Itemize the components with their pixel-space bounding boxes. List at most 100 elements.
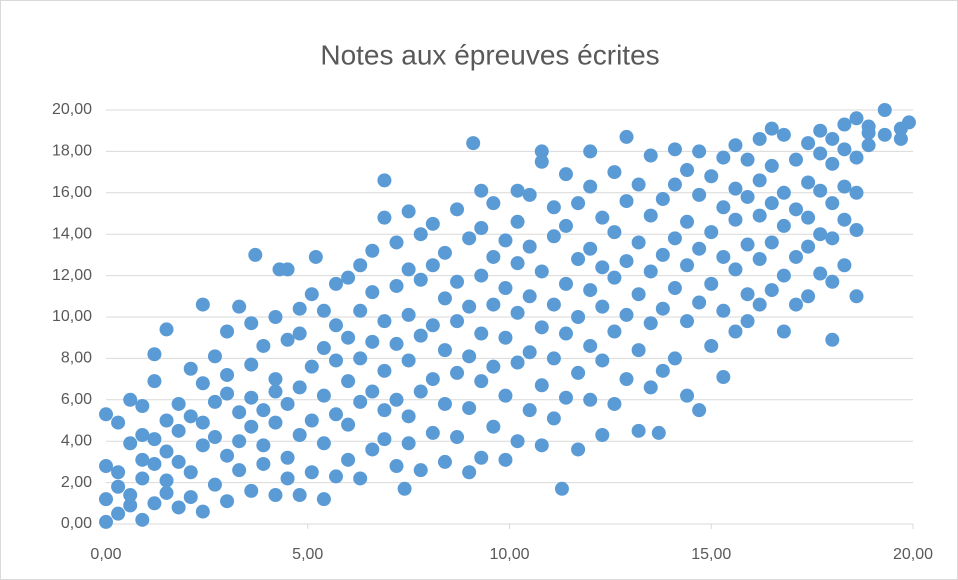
- point: [510, 214, 525, 229]
- point: [619, 372, 634, 387]
- point: [788, 202, 803, 217]
- point: [183, 361, 198, 376]
- x-tick-label: 5,00: [292, 546, 323, 563]
- point: [716, 150, 731, 165]
- point: [510, 183, 525, 198]
- point: [522, 239, 537, 254]
- point: [776, 218, 791, 233]
- point: [413, 463, 428, 478]
- point: [571, 365, 586, 380]
- point: [813, 227, 828, 242]
- point: [680, 314, 695, 329]
- point: [401, 436, 416, 451]
- point: [740, 314, 755, 329]
- point: [692, 144, 707, 159]
- point: [268, 384, 283, 399]
- point: [680, 388, 695, 403]
- point: [268, 310, 283, 324]
- point: [486, 359, 501, 374]
- point: [377, 363, 392, 378]
- point: [776, 268, 791, 283]
- point: [377, 314, 392, 329]
- point: [220, 367, 235, 382]
- point: [244, 357, 259, 372]
- point: [607, 225, 622, 240]
- point: [292, 488, 307, 503]
- point: [280, 396, 295, 411]
- point: [680, 258, 695, 273]
- point: [123, 436, 138, 451]
- point: [341, 330, 356, 345]
- point: [147, 432, 162, 447]
- point: [583, 338, 598, 353]
- point: [413, 227, 428, 242]
- point: [268, 372, 283, 387]
- point: [486, 419, 501, 434]
- point: [498, 388, 513, 403]
- point: [813, 146, 828, 161]
- point: [389, 459, 404, 474]
- point: [244, 483, 259, 498]
- point: [716, 200, 731, 215]
- point: [486, 196, 501, 211]
- point: [655, 192, 670, 207]
- point: [462, 231, 477, 246]
- point: [607, 165, 622, 180]
- point: [171, 454, 186, 469]
- point: [522, 187, 537, 202]
- point: [534, 378, 549, 393]
- point: [498, 281, 513, 296]
- point: [220, 494, 235, 509]
- point: [183, 490, 198, 505]
- point: [207, 430, 222, 445]
- point: [752, 252, 767, 267]
- point: [316, 492, 331, 507]
- point: [752, 297, 767, 312]
- point: [450, 365, 465, 380]
- y-tick-label: 16,00: [52, 184, 92, 201]
- point: [220, 324, 235, 339]
- point: [425, 216, 440, 231]
- point: [837, 212, 852, 227]
- point: [655, 247, 670, 262]
- point: [583, 283, 598, 298]
- point: [425, 318, 440, 333]
- point: [849, 185, 864, 200]
- point: [546, 200, 561, 215]
- point: [607, 270, 622, 285]
- point: [849, 111, 864, 126]
- point: [135, 399, 150, 414]
- point: [195, 438, 210, 453]
- point: [877, 103, 892, 117]
- point: [716, 303, 731, 318]
- point: [280, 332, 295, 347]
- y-tick-label: 10,00: [52, 308, 92, 325]
- point: [680, 163, 695, 178]
- point: [764, 121, 779, 136]
- point: [571, 310, 586, 324]
- point: [631, 287, 646, 302]
- point: [248, 247, 263, 262]
- point: [752, 131, 767, 146]
- point: [704, 225, 719, 240]
- point: [413, 384, 428, 399]
- point: [304, 359, 319, 374]
- point: [728, 212, 743, 227]
- point: [740, 237, 755, 252]
- point: [401, 353, 416, 368]
- point: [341, 374, 356, 389]
- point: [413, 328, 428, 343]
- point: [401, 262, 416, 277]
- point: [655, 363, 670, 378]
- point: [595, 427, 610, 442]
- point: [401, 204, 416, 219]
- point: [764, 158, 779, 173]
- y-tick-label: 0,00: [61, 515, 92, 532]
- point: [220, 448, 235, 463]
- point: [328, 469, 343, 484]
- point: [692, 295, 707, 310]
- point: [328, 276, 343, 291]
- point: [159, 485, 174, 500]
